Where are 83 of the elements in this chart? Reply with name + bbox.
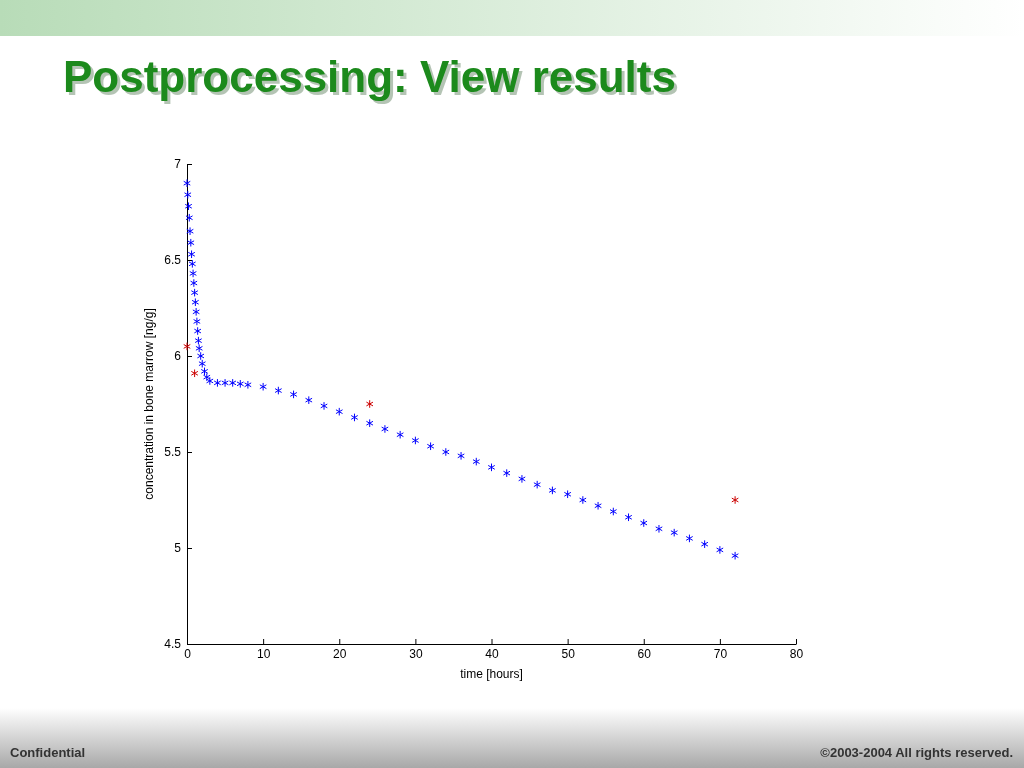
text: ©2003-2004 All rights reserved. [820, 745, 1013, 760]
point [731, 495, 739, 505]
x-tick-label: 20 [333, 646, 347, 661]
point [194, 336, 203, 345]
point [228, 378, 237, 388]
point [700, 539, 709, 549]
point [192, 307, 200, 317]
x-tick-label: 30 [409, 646, 423, 661]
x-tick-label: 50 [561, 646, 576, 661]
y-axis-title: concentration in bone marrow [ng/g] [142, 308, 156, 500]
point [200, 367, 209, 376]
point [195, 344, 203, 353]
point [533, 480, 541, 489]
point [196, 351, 205, 361]
point [187, 238, 195, 248]
y-tick-label: 5.5 [164, 445, 182, 460]
point [381, 424, 389, 434]
point [639, 518, 648, 528]
x-tick-label: 10 [256, 646, 271, 661]
point [594, 501, 602, 511]
point [365, 399, 374, 409]
y-tick-label: 7 [174, 157, 182, 172]
point [305, 395, 313, 405]
point [579, 495, 587, 505]
point [518, 474, 526, 484]
point [685, 534, 694, 543]
point [487, 463, 496, 472]
point [365, 418, 374, 428]
point [206, 376, 214, 386]
point [563, 489, 572, 499]
point [185, 213, 194, 223]
point [289, 390, 298, 399]
point [213, 378, 222, 388]
point [183, 342, 191, 351]
x-tick-label: 0 [184, 646, 192, 661]
point [186, 226, 194, 236]
point [472, 457, 481, 466]
x-tick-label: 40 [485, 646, 499, 661]
text: Confidential [10, 745, 86, 760]
point [190, 288, 199, 297]
point [190, 278, 198, 288]
point [236, 379, 245, 389]
point [244, 380, 252, 390]
point [193, 326, 202, 336]
point [731, 551, 739, 560]
point [548, 486, 557, 495]
point [655, 524, 663, 534]
point [188, 259, 197, 269]
chart-title: Postprocessing: View results [66, 55, 679, 104]
x-tick-label: 80 [789, 646, 804, 661]
point [320, 401, 328, 411]
point [396, 430, 404, 440]
point [670, 528, 678, 537]
point [457, 451, 465, 461]
point [189, 269, 197, 278]
y-tick-label: 4.5 [164, 637, 182, 652]
point [716, 545, 724, 555]
y-tick-label: 6.5 [164, 253, 182, 268]
point [335, 407, 344, 416]
point [191, 297, 200, 307]
point [442, 447, 450, 457]
point [221, 378, 229, 388]
point [609, 507, 618, 516]
x-axis-title: time [hours] [460, 667, 523, 681]
point [183, 178, 191, 188]
point [187, 249, 196, 259]
point [502, 468, 511, 478]
x-tick-label: 70 [713, 646, 728, 661]
point [190, 368, 199, 378]
point [203, 372, 211, 382]
point [411, 436, 420, 445]
y-tick-label: 5 [174, 541, 182, 556]
point [193, 317, 201, 326]
point [198, 359, 207, 368]
point [624, 512, 633, 522]
point [350, 413, 359, 422]
point [183, 190, 192, 200]
y-tick-label: 6 [174, 349, 182, 364]
point [274, 386, 283, 395]
point [259, 382, 267, 392]
point [426, 441, 435, 451]
x-tick-label: 60 [637, 646, 652, 661]
point [184, 201, 193, 211]
